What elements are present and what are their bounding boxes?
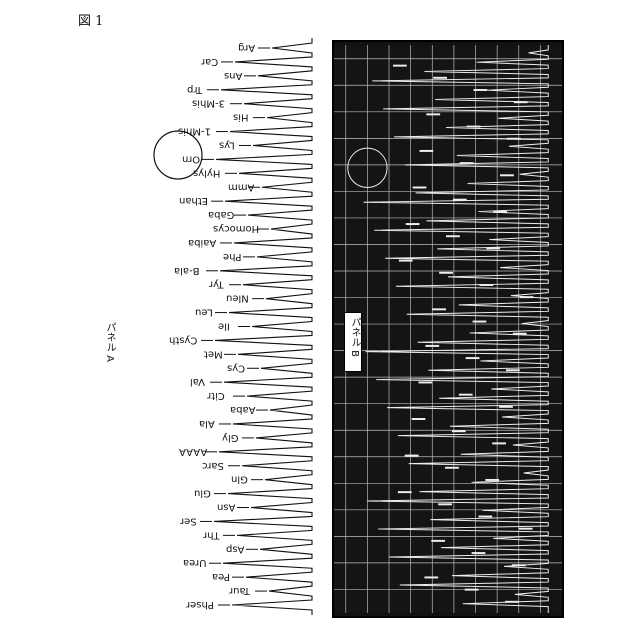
peak-label-thr: Thr [202, 529, 220, 540]
peak-mark [446, 235, 460, 237]
peak-mark [500, 174, 514, 176]
peak-label-lys: Lys [219, 139, 235, 150]
peak-mark [466, 357, 480, 359]
peak-mark [412, 418, 426, 420]
peak-mark [478, 516, 492, 518]
peak-mark [506, 369, 520, 371]
peak-label-taur: Taur [228, 585, 251, 596]
peak-mark [420, 150, 434, 152]
peak-mark [513, 333, 527, 335]
peak-mark [460, 162, 474, 164]
peak-label-phe: Phe [223, 251, 242, 262]
peak-label-cysth: Cysth [169, 334, 197, 345]
peak-label-orn: Orn [182, 153, 200, 164]
peak-label-3-mhis: 3-Mhis [192, 98, 225, 109]
peak-label-ser: Ser [179, 515, 197, 526]
peak-mark [433, 77, 447, 79]
peak-mark [405, 455, 419, 457]
peak-label-tyr: Tyr [208, 279, 224, 290]
peak-label-aaiba: Aaiba [188, 237, 216, 248]
peak-label-gln: Gln [231, 474, 248, 485]
peak-mark [465, 589, 479, 591]
peak-label-sarc: Sarc [202, 460, 224, 471]
peak-label-gly: Gly [222, 432, 239, 443]
peak-label-aaba: Aaba [230, 404, 255, 415]
panel-a-chromatogram: ArgCarAnsTrp3-MhisHis1-MhisLysOrnHylysAm… [60, 30, 330, 620]
peak-mark [514, 101, 528, 103]
peak-label-his: His [233, 112, 249, 123]
peak-mark [520, 296, 534, 298]
peak-mark [438, 503, 452, 505]
peak-mark [426, 113, 440, 115]
peak-mark [493, 211, 507, 213]
peak-mark [431, 540, 445, 542]
peak-mark [459, 394, 473, 396]
peak-label-leu: Leu [195, 307, 213, 318]
peak-mark [467, 126, 481, 128]
peak-mark [492, 442, 506, 444]
peak-mark [413, 187, 427, 189]
peak-mark [474, 89, 488, 91]
panel-b-chromatogram [332, 40, 564, 618]
peak-mark [432, 308, 446, 310]
peak-mark [505, 601, 519, 603]
peak-mark [445, 467, 459, 469]
peak-label-car: Car [200, 56, 218, 67]
peak-label-urea: Urea [183, 557, 207, 568]
peak-label-nleu: Nleu [226, 293, 249, 304]
peak-mark [439, 272, 453, 274]
peak-mark [398, 491, 412, 493]
peak-label-ans: Ans [224, 70, 242, 81]
peak-label-homocys: Homocys [213, 223, 259, 234]
peak-label-gaba: Gaba [208, 209, 234, 220]
peak-mark [485, 479, 499, 481]
peak-mark [452, 430, 466, 432]
peak-label-asn: Asn [217, 502, 235, 513]
peak-label-val: Val [190, 376, 205, 387]
peak-mark [399, 260, 413, 262]
peak-mark [473, 321, 487, 323]
peak-mark [425, 345, 439, 347]
panel-b-label-box: パネル B [344, 312, 362, 372]
peak-label-glu: Glu [194, 488, 211, 499]
peak-label-ala: Ala [199, 418, 215, 429]
peak-mark [424, 576, 438, 578]
peak-mark [507, 138, 521, 140]
peak-label-met: Met [204, 348, 223, 359]
peak-mark [519, 528, 533, 530]
peak-label-pea: Pea [212, 571, 230, 582]
peak-label-ile: Ile [218, 321, 230, 332]
peak-mark [486, 247, 500, 249]
panel-a-label: パネル A [102, 322, 117, 362]
peak-label-aaaa: AAAA [179, 446, 207, 457]
peak-label-trp: Trp [187, 84, 203, 95]
peak-label-asp: Asp [226, 543, 244, 554]
peak-mark [512, 564, 526, 566]
peak-label-cys: Cys [227, 362, 245, 373]
peak-mark [499, 406, 513, 408]
peak-label-arg: Arg [238, 42, 255, 53]
peak-label-b-ala: B-ala [174, 265, 200, 276]
peak-label-ethan: Ethan [179, 195, 208, 206]
panel-b-label: パネル B [347, 317, 362, 357]
peak-mark [453, 199, 467, 201]
peak-mark [406, 223, 420, 225]
peak-mark [479, 284, 493, 286]
peak-label-amm: Amm [228, 181, 254, 192]
peak-label-citr: Citr [206, 390, 225, 401]
peak-label-phser: Phser [185, 599, 214, 610]
peak-mark [393, 65, 407, 67]
figure-label: 図 1 [78, 10, 103, 29]
peak-mark [472, 552, 486, 554]
peak-mark [419, 381, 433, 383]
